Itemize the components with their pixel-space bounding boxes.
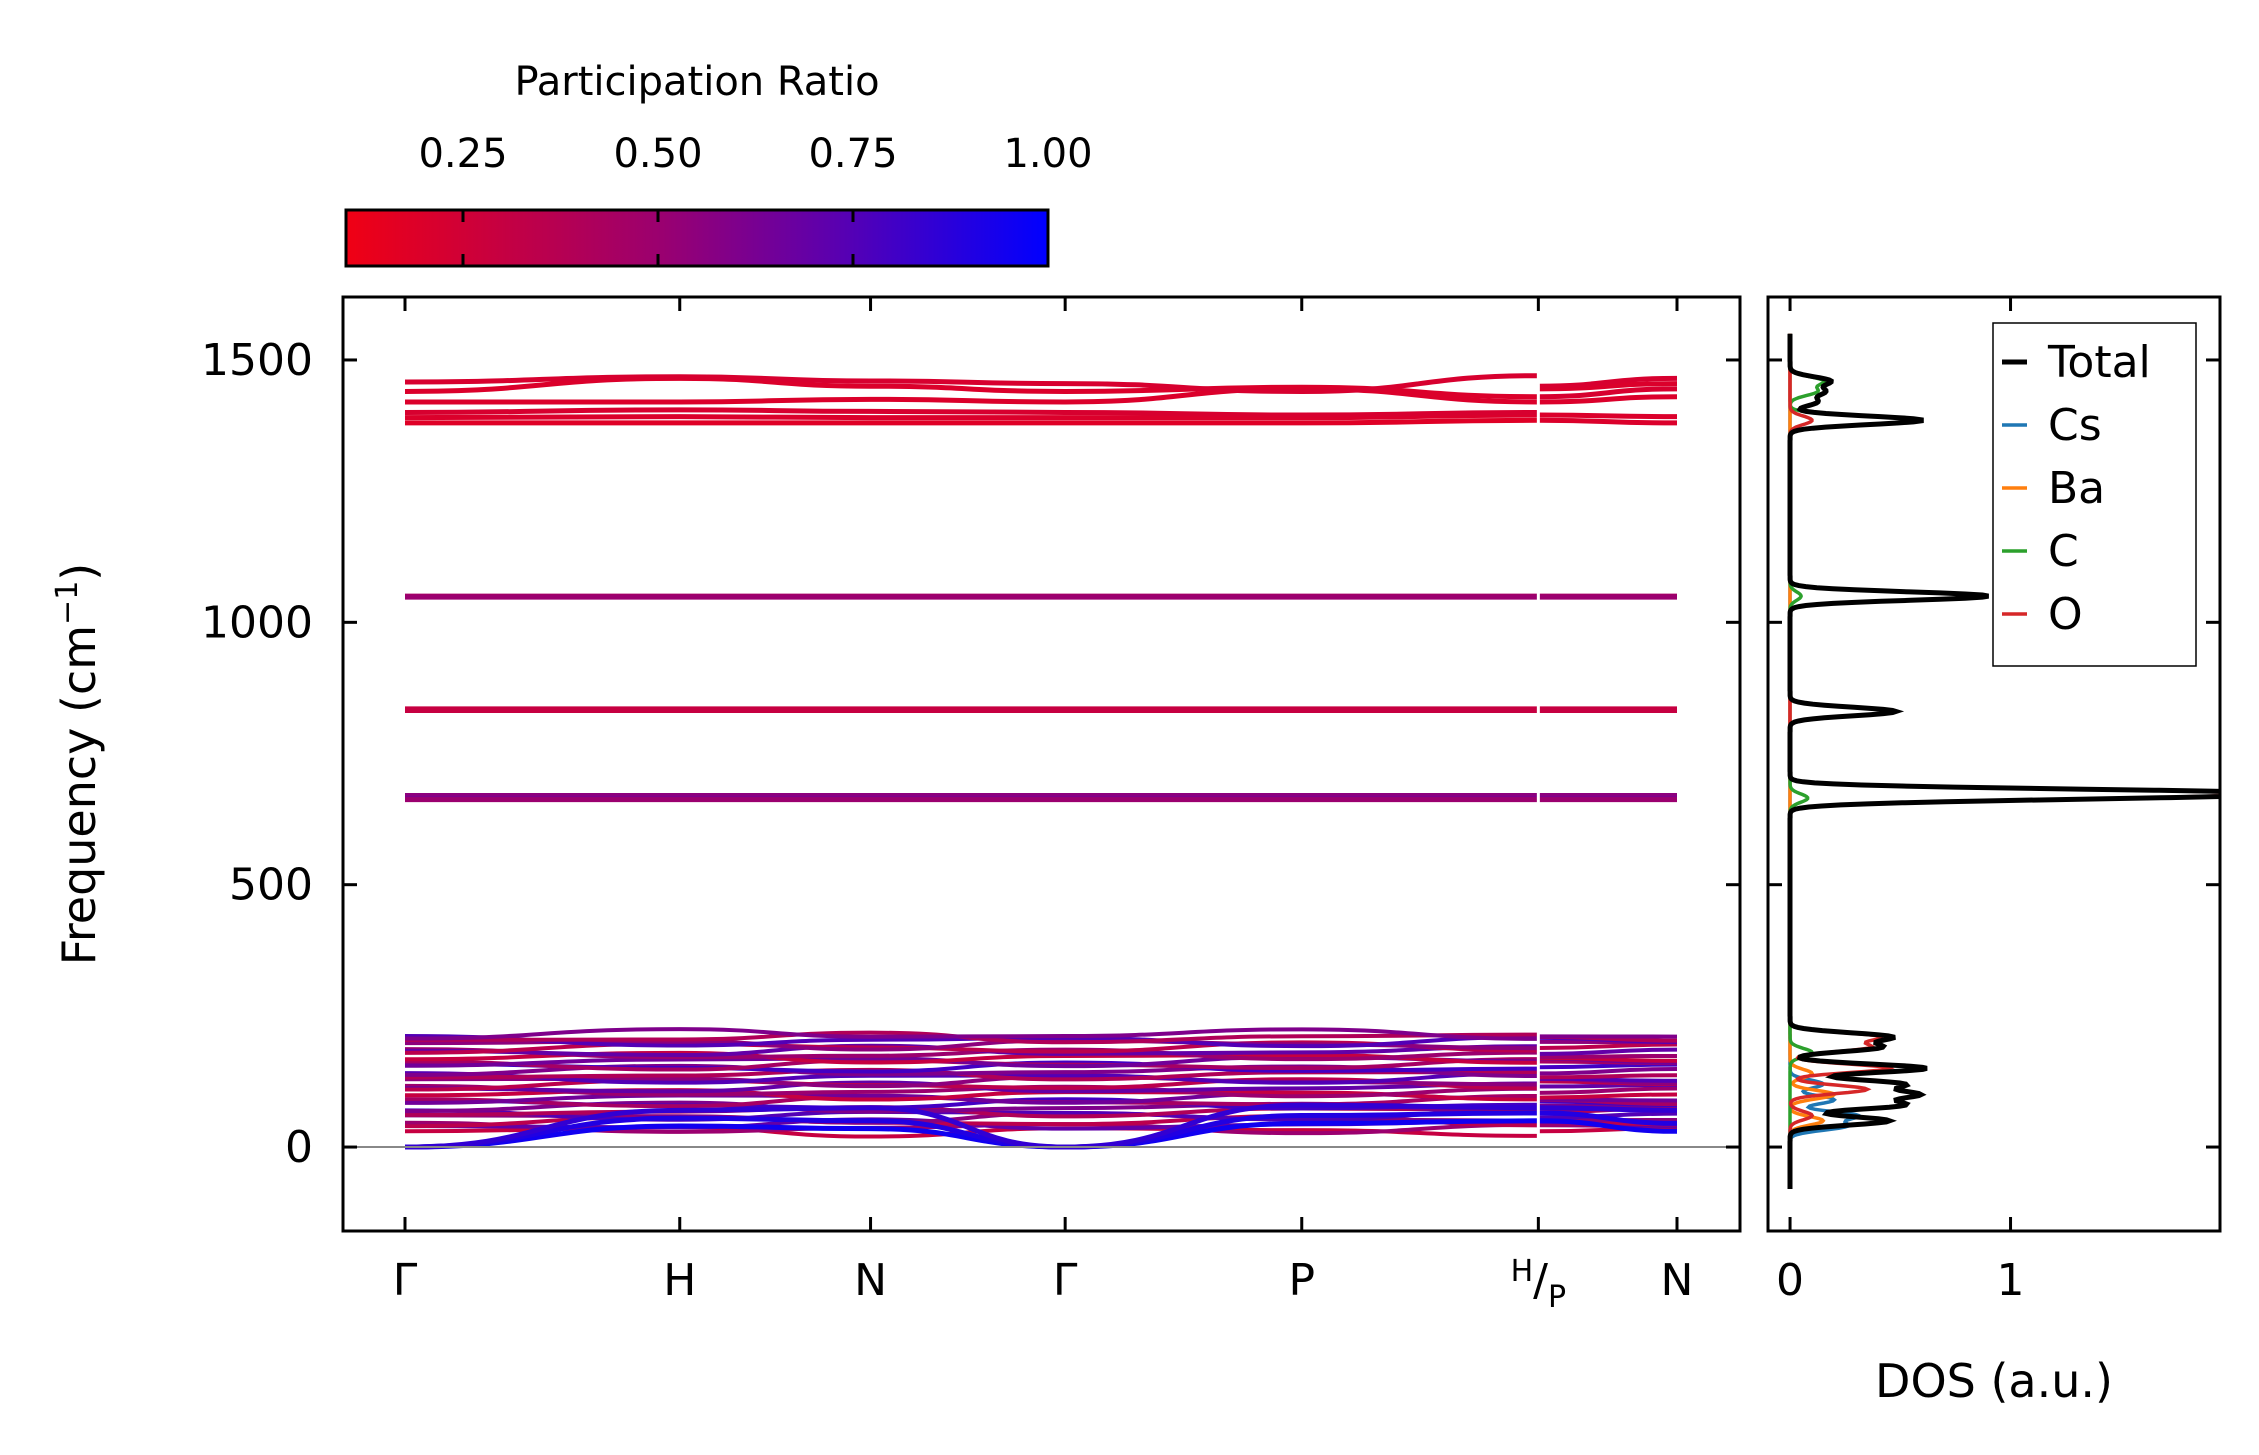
band-line-low bbox=[1538, 1073, 1678, 1080]
band-line-low bbox=[1538, 1092, 1678, 1100]
y-tick-label: 1000 bbox=[201, 597, 313, 648]
colorbar-tick-label: 0.25 bbox=[418, 131, 507, 177]
y-tick-label: 500 bbox=[229, 860, 313, 911]
band-line-high bbox=[404, 407, 1539, 418]
dos-series-total bbox=[1787, 333, 2220, 1189]
dos-axes-frame bbox=[1766, 295, 2222, 1233]
k-tick-label: N bbox=[854, 1255, 887, 1306]
colorbar-title: Participation Ratio bbox=[514, 59, 879, 105]
x-axis-title-dos: DOS (a.u.) bbox=[1875, 1354, 2113, 1408]
colorbar-gradient bbox=[344, 208, 1050, 268]
legend-label-total: Total bbox=[2047, 337, 2151, 388]
legend-box bbox=[1992, 322, 2197, 667]
band-line-high bbox=[1538, 412, 1678, 420]
band-structure-panel: 0 500 1000 1500 Γ H N Γ P H/P N Frequency (cm−1) bbox=[50, 295, 1742, 1315]
band-line-high bbox=[404, 373, 1539, 394]
colorbar-tick-label: 1.00 bbox=[1003, 131, 1092, 177]
band-line-low bbox=[1538, 1042, 1678, 1051]
dos-x-tick-label: 0 bbox=[1776, 1255, 1804, 1306]
legend-label-cs: Cs bbox=[2048, 400, 2102, 451]
band-line-low bbox=[1538, 1047, 1678, 1056]
band-line-high bbox=[405, 417, 1539, 426]
band-line-high bbox=[1538, 394, 1678, 405]
band-line-low bbox=[1538, 1126, 1678, 1134]
colorbar-tick-label: 0.50 bbox=[613, 131, 702, 177]
k-tick-label: H/P bbox=[1511, 1254, 1566, 1315]
band-line-low bbox=[1538, 1111, 1678, 1120]
k-tick-label: Γ bbox=[1053, 1255, 1078, 1306]
k-tick-label: N bbox=[1661, 1255, 1694, 1306]
band-line-high bbox=[404, 412, 1539, 421]
band-line-high bbox=[1538, 386, 1678, 400]
dos-x-tick-label: 1 bbox=[1997, 1255, 2025, 1306]
legend-label-c: C bbox=[2048, 526, 2079, 577]
colorbar-tick-label: 0.75 bbox=[808, 131, 897, 177]
band-axes-frame bbox=[341, 295, 1742, 1233]
band-line-low bbox=[404, 1027, 1539, 1041]
k-tick-label: P bbox=[1288, 1255, 1315, 1306]
y-axis-title: Frequency (cm−1) bbox=[50, 563, 106, 966]
band-line-low bbox=[1538, 1066, 1678, 1076]
k-tick-label: Γ bbox=[393, 1255, 418, 1306]
band-line-high bbox=[1538, 417, 1678, 426]
legend: Total Cs Ba CO bbox=[1992, 322, 2197, 667]
band-line-low bbox=[1538, 1086, 1678, 1095]
band-line-high bbox=[1538, 381, 1678, 392]
y-tick-label: 0 bbox=[285, 1122, 313, 1173]
band-line-low bbox=[1538, 1097, 1678, 1103]
legend-label-ba: Ba bbox=[2048, 463, 2105, 514]
legend-label-o: O bbox=[2048, 589, 2083, 640]
band-line-low bbox=[1538, 1053, 1678, 1059]
band-line-high bbox=[1538, 375, 1678, 389]
k-tick-label: H bbox=[663, 1255, 696, 1306]
colorbar: Participation Ratio 0.25 0.50 0.75 1.00 bbox=[344, 59, 1093, 268]
dos-panel: 0 1 DOS (a.u.) Total Cs Ba CO bbox=[1766, 295, 2222, 1408]
y-tick-label: 1500 bbox=[201, 335, 313, 386]
